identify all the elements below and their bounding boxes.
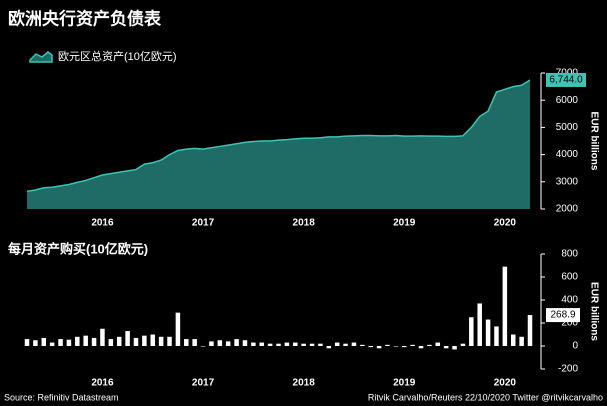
bar bbox=[225, 341, 231, 346]
x-tick-label: 2020 bbox=[494, 218, 517, 229]
bar bbox=[418, 346, 424, 349]
y-tick-label: -200 bbox=[558, 364, 578, 375]
chart-title: 每月资产购买(10亿欧元) bbox=[8, 241, 148, 256]
bar bbox=[301, 343, 306, 346]
bar bbox=[125, 331, 130, 346]
y-tick-label: 0 bbox=[572, 341, 578, 352]
bar bbox=[167, 336, 172, 346]
bar bbox=[510, 334, 516, 346]
bar bbox=[385, 344, 390, 346]
value-label: 6,744.0 bbox=[549, 75, 583, 86]
y-tick-label: 800 bbox=[561, 249, 578, 260]
bar bbox=[133, 337, 139, 346]
area-line bbox=[26, 79, 531, 193]
x-tick-label: 2019 bbox=[393, 218, 416, 229]
bar bbox=[452, 346, 457, 350]
bar bbox=[376, 346, 382, 349]
bar bbox=[184, 339, 189, 346]
value-label-box bbox=[546, 72, 586, 87]
bar bbox=[435, 342, 441, 346]
bar bbox=[477, 303, 482, 346]
bar bbox=[158, 336, 164, 346]
bar bbox=[150, 334, 155, 346]
x-tick-label: 2020 bbox=[494, 378, 517, 389]
bar bbox=[343, 343, 348, 346]
y-tick-label: 4000 bbox=[556, 149, 579, 160]
bar bbox=[142, 335, 147, 346]
page-title: 欧洲央行资产负债表 bbox=[8, 8, 162, 28]
bar bbox=[360, 344, 365, 346]
bar bbox=[443, 346, 449, 349]
legend-swatch bbox=[29, 51, 53, 63]
y-tick-label: 200 bbox=[561, 318, 578, 329]
bar bbox=[200, 346, 206, 347]
bar bbox=[116, 336, 122, 346]
source: Source: Refinitiv Datastream bbox=[4, 392, 119, 402]
bar bbox=[49, 342, 55, 346]
bar bbox=[427, 344, 432, 346]
x-tick-label: 2019 bbox=[393, 378, 416, 389]
y-tick-label: 3000 bbox=[556, 176, 579, 187]
y-tick-label: 2000 bbox=[556, 204, 579, 215]
bar bbox=[494, 326, 499, 346]
bar bbox=[242, 340, 248, 346]
bar bbox=[527, 315, 533, 346]
bar bbox=[108, 339, 114, 346]
x-tick-label: 2017 bbox=[192, 378, 215, 389]
bar bbox=[284, 342, 290, 346]
bar bbox=[276, 343, 281, 346]
bar bbox=[485, 319, 491, 346]
bar bbox=[368, 346, 373, 348]
y-tick-label: 600 bbox=[561, 272, 578, 283]
bar bbox=[334, 342, 340, 346]
bar bbox=[502, 266, 508, 346]
y-tick-label: 5000 bbox=[556, 122, 579, 133]
bar bbox=[410, 344, 415, 346]
bar bbox=[293, 342, 298, 346]
bar bbox=[251, 342, 256, 346]
bar bbox=[209, 341, 214, 346]
bar bbox=[33, 340, 38, 346]
x-tick-label: 2018 bbox=[293, 218, 316, 229]
bar bbox=[234, 339, 239, 346]
bar bbox=[267, 343, 273, 346]
x-tick-label: 2016 bbox=[91, 378, 114, 389]
y-tick-label: 400 bbox=[561, 295, 578, 306]
bar bbox=[192, 339, 197, 346]
bar bbox=[309, 343, 315, 346]
bar bbox=[66, 339, 72, 346]
bar bbox=[175, 312, 181, 346]
bar bbox=[58, 339, 63, 346]
y-axis-label: EUR billions bbox=[588, 282, 599, 341]
bar bbox=[91, 337, 97, 346]
bar bbox=[83, 335, 88, 346]
bar bbox=[217, 340, 223, 346]
bar bbox=[326, 346, 332, 349]
bar bbox=[75, 336, 80, 346]
value-label-box bbox=[546, 308, 580, 323]
bar bbox=[519, 336, 524, 346]
x-tick-label: 2016 bbox=[91, 218, 114, 229]
y-axis-label: EUR billions bbox=[588, 112, 599, 171]
bar bbox=[393, 346, 399, 347]
bar bbox=[351, 342, 357, 346]
x-tick-label: 2018 bbox=[293, 378, 316, 389]
bar bbox=[100, 328, 105, 346]
area bbox=[27, 79, 530, 210]
bar bbox=[469, 317, 474, 346]
bar bbox=[402, 346, 407, 348]
legend-label: 欧元区总资产(10亿欧元) bbox=[58, 49, 177, 63]
bar bbox=[259, 342, 264, 346]
x-tick-label: 2017 bbox=[192, 218, 215, 229]
value-label: 268.9 bbox=[550, 310, 575, 321]
credit: Ritvik Carvalho/Reuters 22/10/2020 Twitt… bbox=[368, 392, 603, 402]
bar bbox=[460, 343, 466, 346]
bar bbox=[24, 339, 30, 346]
bar bbox=[318, 343, 323, 346]
bar bbox=[41, 337, 47, 346]
y-tick-label: 6000 bbox=[556, 95, 579, 106]
